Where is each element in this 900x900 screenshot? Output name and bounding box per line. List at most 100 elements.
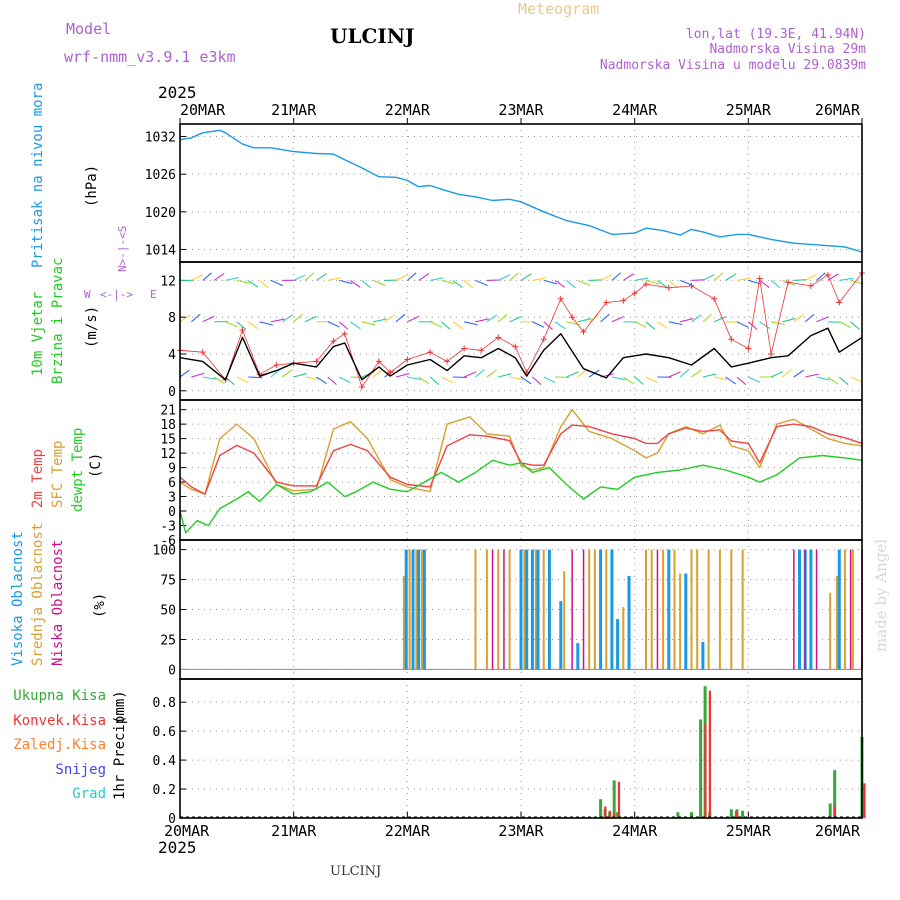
x-end-year: 2025 — [158, 838, 197, 857]
wind-ylabel: (m/s) — [84, 306, 100, 348]
precip-bar — [741, 810, 745, 818]
cloud-bar — [851, 549, 854, 670]
wind-arrow — [566, 279, 576, 289]
wind-arrow — [339, 279, 353, 285]
wind-arrow — [441, 279, 455, 285]
wind-arrow — [213, 273, 225, 281]
ytick-label: 1014 — [145, 243, 176, 258]
xtick-label-bottom: 21MAR — [271, 822, 317, 840]
wind-arrow — [645, 321, 656, 330]
wind-arrow — [316, 273, 327, 281]
wind-arrow — [304, 376, 319, 380]
wind-arrow — [429, 277, 444, 281]
wind-arrow — [691, 314, 702, 323]
wind-arrow — [680, 318, 694, 323]
wind-arrow — [202, 272, 212, 281]
cloud-bar — [559, 601, 563, 670]
legend-grad: Grad — [72, 786, 106, 802]
legend-ukupna: Ukupna Kisa — [13, 688, 106, 704]
wind-arrow — [475, 318, 489, 323]
wind-arrow — [304, 272, 315, 281]
wind-arrow — [839, 277, 854, 281]
wind-arrow — [327, 376, 337, 386]
ytick-label: 0.4 — [153, 754, 177, 769]
wind-arrow — [657, 279, 668, 288]
plots-layer: 101410201026103204812-6-3036912151821025… — [145, 101, 866, 840]
ytick-label: 25 — [160, 633, 176, 648]
cloud-bar — [645, 549, 647, 670]
cloud-bar — [593, 549, 596, 670]
ytick-label: 0 — [168, 505, 176, 520]
cloud-bar — [576, 643, 580, 670]
wind-arrow — [714, 376, 728, 381]
wind-arrow — [623, 273, 634, 281]
wind-arrow — [543, 321, 553, 330]
model-elevation-label: Nadmorska Visina u modelu 29.0839m — [600, 58, 866, 73]
wind-arrow — [464, 321, 478, 326]
pressure-ylabel: (hPa) — [84, 165, 100, 207]
wind-arrow — [679, 369, 690, 378]
cloud-bar — [474, 549, 477, 670]
wind-arrow — [179, 314, 191, 323]
wind-arrow — [213, 376, 225, 385]
ytick-label: 1026 — [145, 168, 176, 183]
wind-arrow — [645, 376, 658, 383]
wind-arrow — [395, 373, 410, 378]
xtick-label-top: 21MAR — [271, 101, 317, 119]
wind-arrow — [429, 321, 443, 328]
wind-arrow — [668, 371, 681, 378]
cloud-bar — [411, 549, 415, 670]
wind-arrow — [338, 376, 351, 384]
wind-arrow — [543, 376, 556, 384]
wind-speed-line — [179, 327, 863, 381]
cloud-bar — [610, 549, 614, 670]
precip-bar — [704, 723, 707, 818]
precip-bar — [833, 806, 836, 818]
cloud-bar — [534, 549, 537, 670]
ytick-label: -6 — [160, 534, 176, 549]
wind-arrow — [395, 313, 406, 323]
wind-arrow — [645, 279, 660, 285]
wind-arrow — [452, 279, 463, 288]
wind-arrow — [236, 321, 247, 330]
compass-w: W — [84, 288, 91, 301]
wind-arrow — [804, 274, 817, 281]
cloud-high-title: Visoka Oblacnost — [10, 531, 26, 666]
wind-arrow — [543, 279, 557, 285]
wind-arrow — [554, 279, 566, 288]
cloud-bar — [837, 549, 841, 670]
wind-arrow — [350, 279, 361, 288]
x-start-year: 2025 — [158, 83, 197, 102]
wind-arrow — [293, 313, 303, 323]
cloud-bar — [627, 575, 631, 670]
wind-arrow — [498, 373, 512, 378]
wind-arrow — [759, 321, 771, 329]
wind-arrow — [236, 279, 251, 284]
temp2m-title: 2m Temp — [30, 449, 46, 508]
cloud-bar — [690, 549, 693, 670]
wind-arrow — [668, 321, 683, 326]
precip-bar — [676, 812, 680, 818]
wind-arrow — [634, 321, 647, 328]
wind-arrow — [679, 279, 693, 286]
cloud-bar — [829, 592, 832, 670]
wind-arrow — [657, 321, 668, 330]
wind-arrow — [770, 279, 781, 289]
cloud-bar — [404, 549, 408, 670]
wind-arrow — [316, 376, 327, 385]
xtick-label-top: 20MAR — [180, 101, 226, 119]
ytick-label: 18 — [160, 418, 176, 433]
cloud-bar — [415, 549, 418, 670]
wind-arrow — [520, 376, 532, 385]
wind-arrow — [327, 321, 340, 328]
cloud-bar — [422, 549, 426, 670]
compass-e: E — [150, 288, 157, 301]
wind-arrow — [793, 314, 804, 323]
ytick-label: 3 — [168, 491, 176, 506]
elevation-label: Nadmorska Visina 29m — [709, 42, 866, 57]
panel-frame — [179, 678, 863, 819]
cloud-bar — [503, 549, 505, 670]
wind-arrow — [577, 279, 591, 286]
wind-arrow — [225, 376, 235, 386]
